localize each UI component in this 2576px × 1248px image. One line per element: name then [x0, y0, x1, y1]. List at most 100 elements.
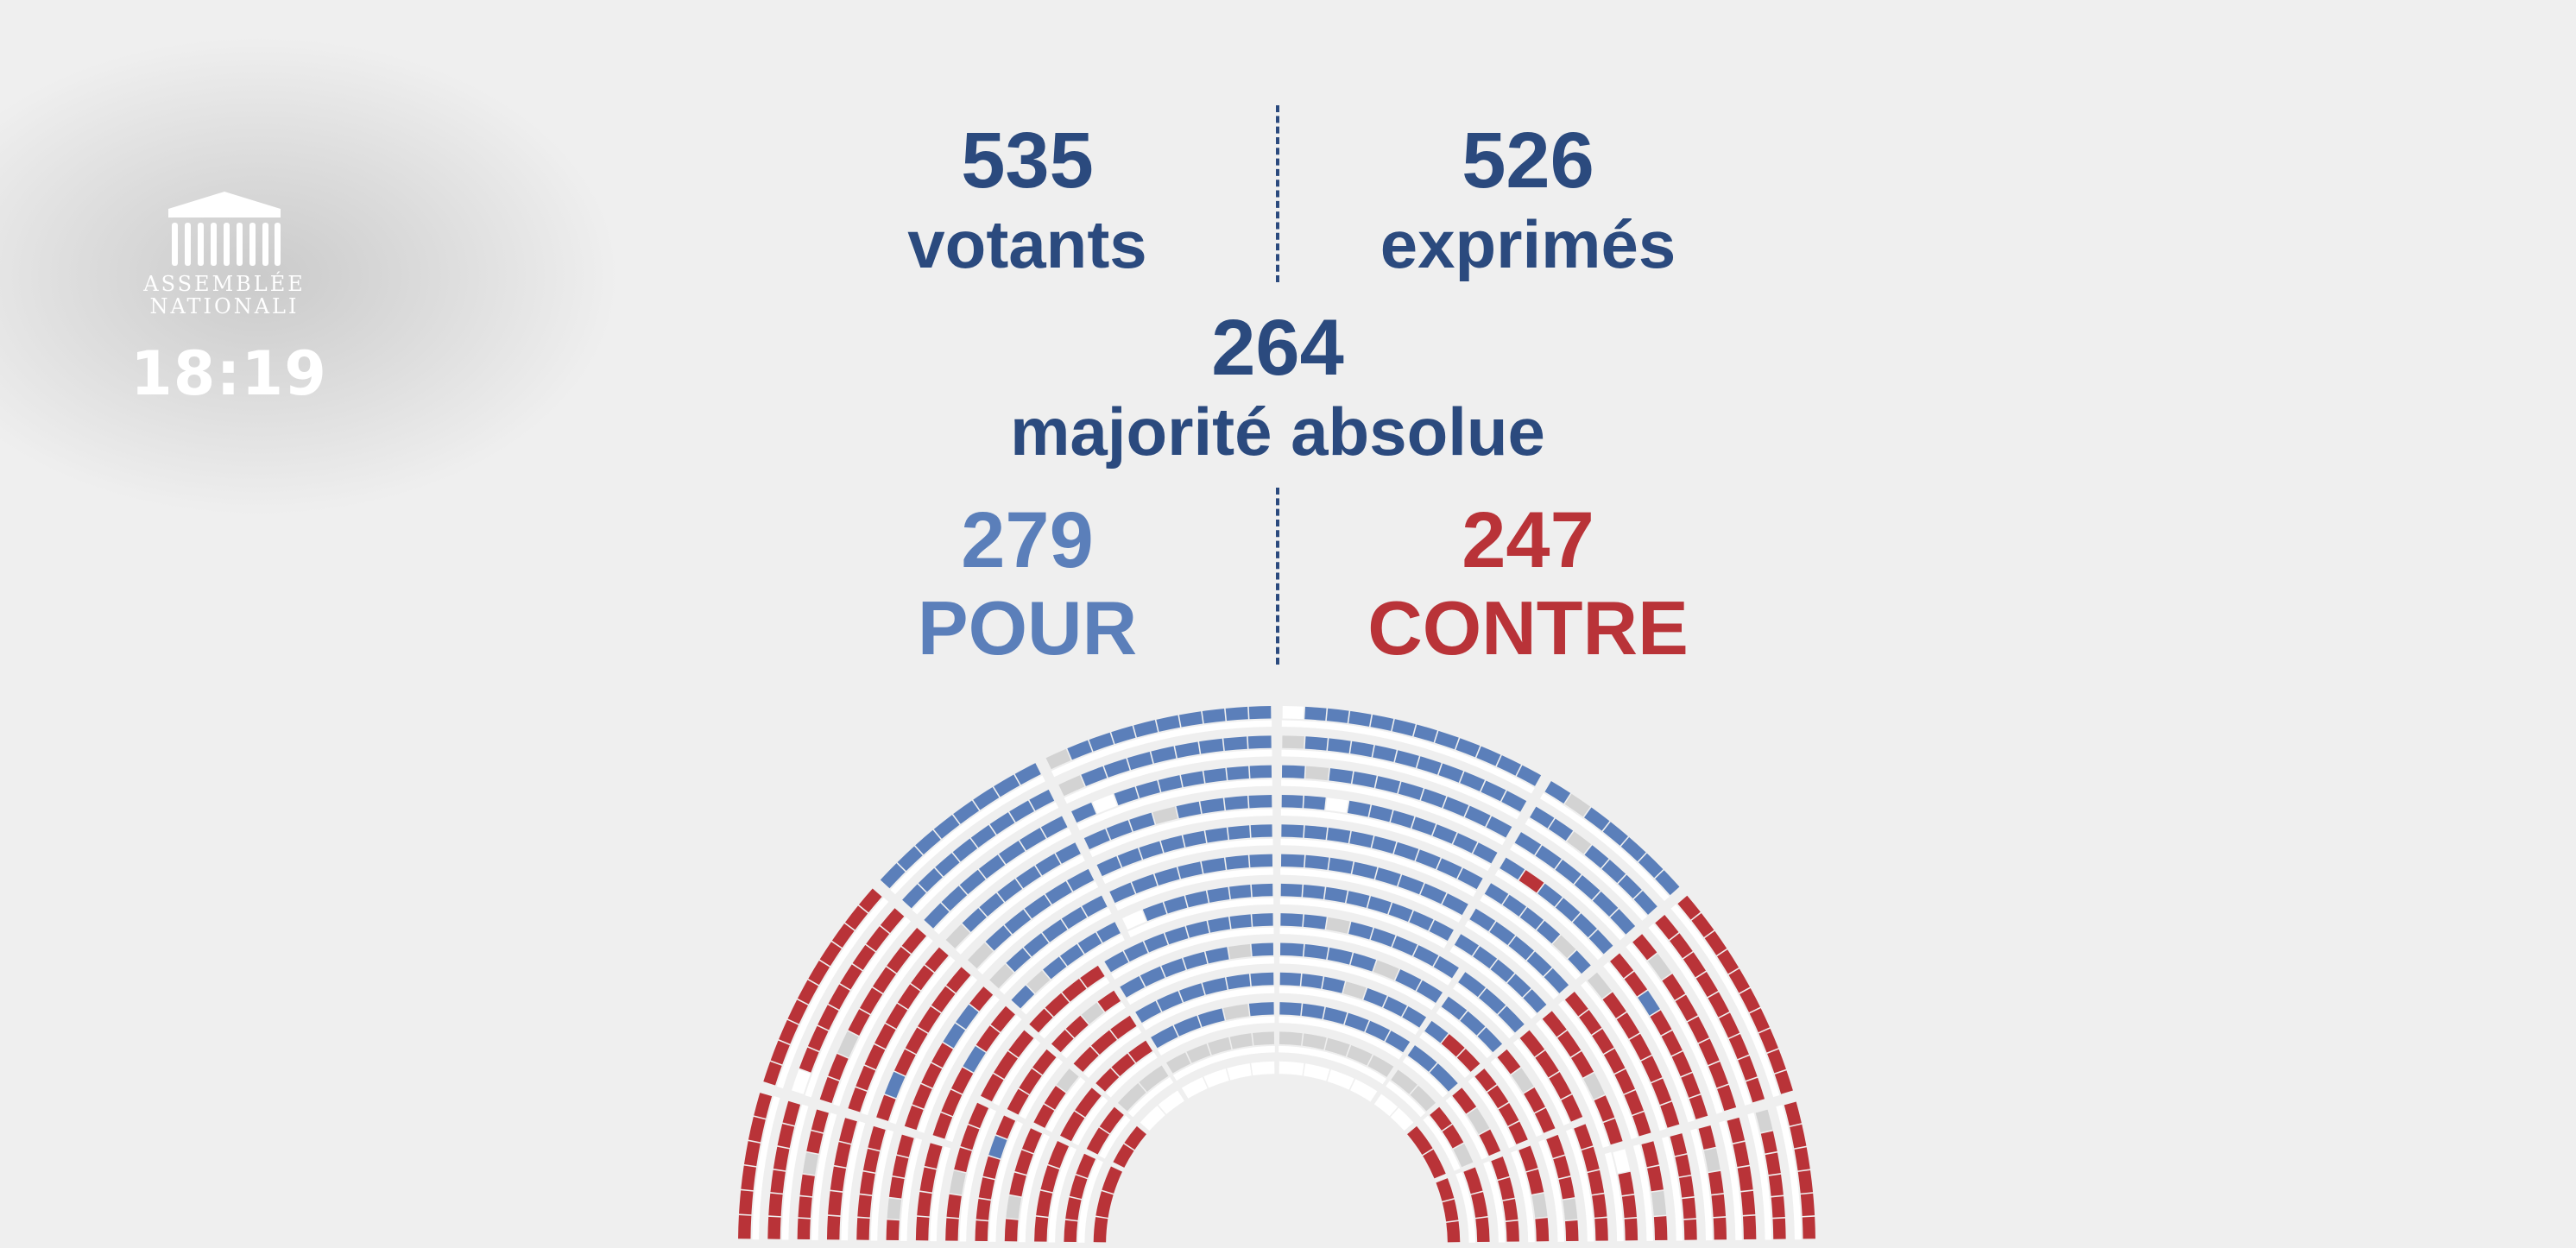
empty-seat-row	[933, 828, 1072, 935]
seat	[748, 1116, 766, 1143]
seat	[1347, 1044, 1373, 1066]
seat	[1442, 1199, 1459, 1222]
seat	[1430, 1063, 1458, 1092]
seat	[1717, 1085, 1737, 1112]
seat	[763, 1061, 782, 1086]
seat	[1185, 890, 1209, 908]
seat	[1610, 953, 1634, 979]
empty-seat-row	[977, 881, 1099, 975]
contre-label: CONTRE	[1367, 585, 1689, 671]
seat	[880, 863, 906, 889]
seat	[1755, 1109, 1773, 1133]
seat	[1327, 827, 1351, 843]
exprimes-value: 526	[1462, 117, 1594, 205]
seat	[990, 1005, 1015, 1032]
seat	[1060, 1111, 1085, 1142]
seat	[828, 1054, 849, 1081]
seat	[1304, 944, 1329, 960]
seat	[1034, 1216, 1049, 1242]
divider-bottom	[1276, 488, 1279, 665]
seat	[1056, 1068, 1079, 1093]
seat	[1393, 841, 1419, 861]
seat	[1350, 741, 1374, 758]
seat	[994, 774, 1020, 797]
seat	[1677, 895, 1701, 920]
seat	[1346, 891, 1370, 908]
seat	[904, 1105, 924, 1131]
seat	[1410, 1085, 1436, 1112]
seat	[1181, 1076, 1208, 1099]
seat	[1348, 710, 1372, 727]
seat	[1228, 943, 1252, 960]
empty-seat-row	[1512, 1038, 1570, 1126]
seat	[1564, 992, 1588, 1017]
seat	[1452, 1087, 1477, 1114]
seat	[1491, 1157, 1510, 1180]
seat	[1624, 1090, 1644, 1115]
seat	[1007, 1088, 1029, 1115]
empty-seat-row	[1511, 1150, 1535, 1243]
seat	[1490, 959, 1515, 983]
seat	[1457, 867, 1483, 890]
empty-seat-row	[1039, 977, 1110, 1039]
seat	[1469, 908, 1496, 931]
majorite-label: majorité absolue	[1010, 394, 1545, 470]
seat	[1695, 971, 1719, 998]
seat	[1035, 854, 1061, 876]
seat	[1279, 972, 1302, 986]
seat	[1029, 789, 1055, 811]
seat	[1407, 1045, 1437, 1072]
seat	[1689, 1094, 1708, 1119]
pour-value: 279	[961, 496, 1094, 584]
seat	[1416, 980, 1443, 1003]
seat	[1398, 874, 1424, 895]
empty-seat-row	[1468, 1077, 1515, 1149]
seat	[1446, 1221, 1461, 1243]
seat	[830, 1166, 847, 1192]
seat	[1077, 932, 1102, 954]
empty-seat-row	[1279, 898, 1448, 949]
seat	[1383, 996, 1407, 1017]
empty-seat-row	[1061, 1002, 1126, 1059]
seat	[1742, 1215, 1757, 1240]
seat	[999, 841, 1026, 865]
seat	[1774, 1070, 1793, 1094]
empty-seat-row	[1280, 868, 1462, 923]
seat	[1651, 1078, 1672, 1105]
seat	[1203, 767, 1227, 784]
seat	[1746, 1077, 1765, 1103]
seat	[741, 1165, 756, 1191]
seat	[1225, 706, 1248, 722]
seat	[1327, 738, 1351, 753]
seat	[1061, 906, 1088, 930]
seat	[1249, 854, 1273, 868]
seat	[1144, 933, 1168, 953]
seat	[1442, 1125, 1464, 1149]
seat	[768, 1193, 783, 1217]
seat	[1062, 979, 1087, 1002]
seat	[1655, 870, 1680, 896]
seat	[1441, 996, 1468, 1020]
seat	[1009, 800, 1034, 823]
seat	[1373, 1094, 1398, 1117]
seat	[1768, 1174, 1784, 1196]
seat	[886, 1220, 900, 1241]
seat	[1417, 756, 1442, 775]
seat	[1065, 1015, 1089, 1038]
seat	[1802, 1216, 1815, 1239]
seat	[1229, 884, 1252, 899]
empty-seat-row	[1045, 1077, 1086, 1132]
seat	[1036, 1190, 1053, 1217]
seat	[1395, 969, 1422, 991]
seat	[738, 1214, 752, 1239]
seat	[1618, 874, 1642, 899]
seat	[1708, 992, 1730, 1018]
seat	[1045, 880, 1072, 904]
seat	[1329, 857, 1354, 874]
seat	[1498, 1177, 1515, 1201]
seat	[887, 947, 911, 974]
seat	[802, 1152, 819, 1176]
seat	[1683, 952, 1707, 978]
seat	[918, 867, 943, 892]
